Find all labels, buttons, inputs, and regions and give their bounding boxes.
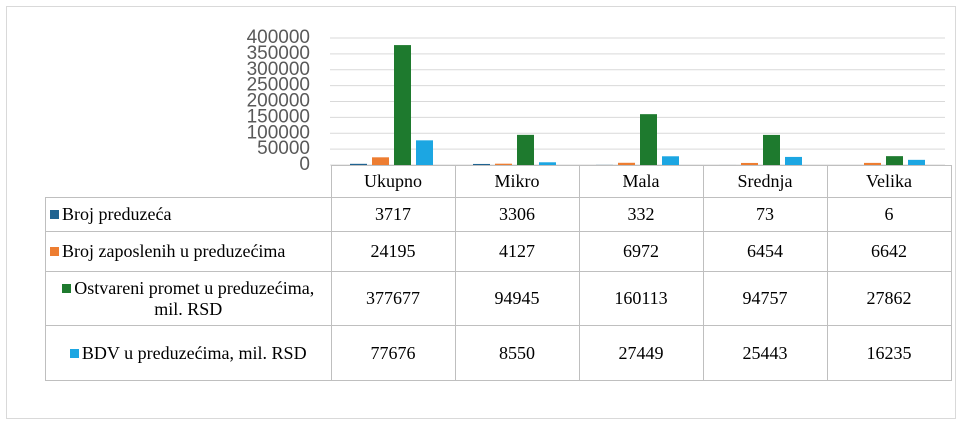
table-header-row: Ukupno Mikro Mala Srednja Velika: [45, 165, 952, 198]
value-cell: 332: [578, 197, 704, 232]
category-label: Ukupno: [330, 165, 456, 198]
bar: [495, 163, 512, 165]
value-cell: 377677: [330, 271, 456, 326]
bar: [394, 45, 411, 165]
bar: [785, 156, 802, 165]
legend-label: Broj preduzeća: [62, 204, 172, 224]
value-cell: 94757: [702, 271, 828, 326]
legend-label: Broj zaposlenih u preduzećima: [62, 241, 286, 261]
data-table: Ukupno Mikro Mala Srednja Velika Broj preduze…: [45, 165, 952, 381]
bar: [416, 140, 433, 165]
legend-label: BDV u preduzećima, mil. RSD: [81, 342, 307, 363]
bar: [886, 156, 903, 165]
bar: [763, 134, 780, 165]
bar: [908, 159, 925, 165]
legend-key: [50, 247, 59, 256]
y-tick-label: 100000: [247, 122, 310, 143]
category-label: Mala: [578, 165, 704, 198]
bar: [372, 157, 389, 165]
value-cell: 3306: [454, 197, 580, 232]
legend-cell: Broj preduzeća: [45, 197, 332, 232]
category-label: Mikro: [454, 165, 580, 198]
y-tick-label: 250000: [247, 75, 310, 96]
bar: [350, 163, 367, 165]
legend-key: [69, 348, 79, 358]
value-cell: 4127: [454, 231, 580, 272]
table-row: BDV u preduzećima, mil. RSD 77676 8550 2744…: [45, 325, 952, 381]
value-cell: 160113: [578, 271, 704, 326]
y-tick-label: 300000: [247, 59, 310, 80]
value-cell: 27862: [826, 271, 952, 326]
legend-cell: Broj zaposlenih u preduzećima: [45, 231, 332, 272]
table-row: Ostvareni promet u preduzećima, mil. RSD…: [45, 271, 952, 326]
y-tick-label: 150000: [247, 106, 310, 127]
table-row: Broj preduzeća 3717 3306 332 73 6: [45, 197, 952, 232]
bar: [618, 162, 635, 165]
legend-label: Ostvareni promet u preduzećima, mil. RSD: [74, 277, 315, 319]
legend-cell: BDV u preduzećima, mil. RSD: [45, 325, 332, 381]
value-cell: 3717: [330, 197, 456, 232]
value-cell: 94945: [454, 271, 580, 326]
legend-cell: Ostvareni promet u preduzećima, mil. RSD: [45, 271, 332, 326]
y-tick-label: 50000: [257, 138, 310, 159]
bar: [741, 162, 758, 165]
bar: [539, 162, 556, 165]
bar: [864, 162, 881, 165]
y-tick-label: 200000: [247, 91, 310, 112]
bar: [640, 114, 657, 165]
value-cell: 6454: [702, 231, 828, 272]
value-cell: 6: [826, 197, 952, 232]
value-cell: 6642: [826, 231, 952, 272]
table-row: Broj zaposlenih u preduzećima 24195 4127 69…: [45, 231, 952, 272]
value-cell: 73: [702, 197, 828, 232]
bar: [517, 134, 534, 165]
y-tick-label: 400000: [247, 27, 310, 48]
corner-cell: [45, 165, 332, 198]
value-cell: 25443: [702, 325, 828, 381]
value-cell: 27449: [578, 325, 704, 381]
value-cell: 77676: [330, 325, 456, 381]
legend-key: [62, 283, 72, 293]
value-cell: 8550: [454, 325, 580, 381]
category-label: Velika: [826, 165, 952, 198]
y-tick-label: 350000: [247, 43, 310, 64]
value-cell: 24195: [330, 231, 456, 272]
y-tick-label: 0: [299, 154, 310, 175]
bar: [662, 156, 679, 165]
category-label: Srednja: [702, 165, 828, 198]
chart-frame: [6, 6, 956, 419]
legend-key: [50, 210, 59, 219]
value-cell: 6972: [578, 231, 704, 272]
bar: [473, 163, 490, 165]
value-cell: 16235: [826, 325, 952, 381]
